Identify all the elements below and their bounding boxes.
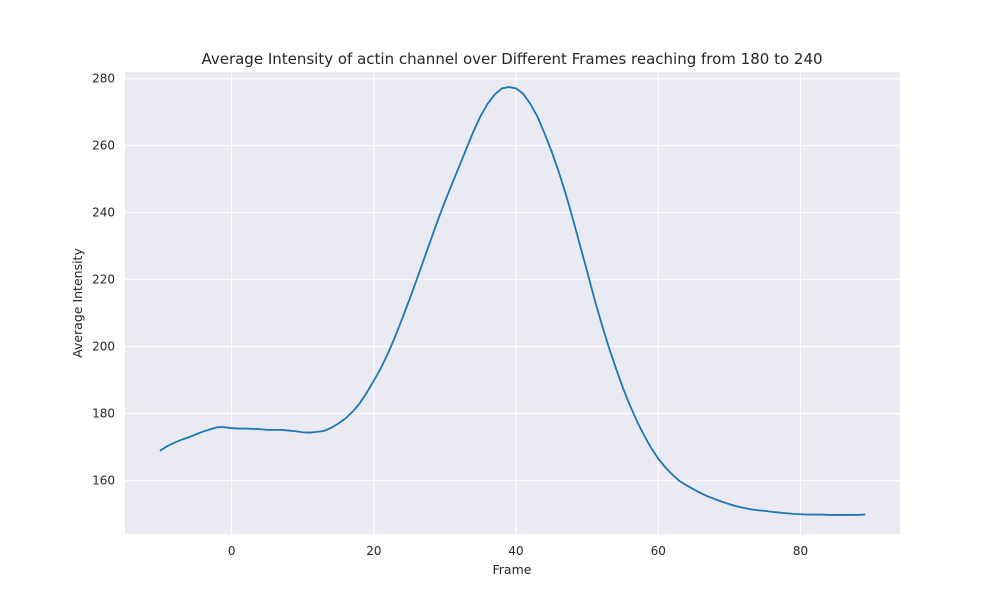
chart-title: Average Intensity of actin channel over … xyxy=(201,50,822,68)
x-tick-label: 20 xyxy=(366,544,381,558)
y-tick-label: 160 xyxy=(92,473,115,487)
y-axis-label: Average Intensity xyxy=(70,248,85,358)
x-tick-labels: 0 20 40 60 80 xyxy=(228,544,808,558)
x-tick-label: 0 xyxy=(228,544,236,558)
plot-area xyxy=(125,72,900,534)
y-tick-label: 240 xyxy=(92,206,115,220)
x-tick-label: 40 xyxy=(508,544,523,558)
series-line xyxy=(159,86,866,516)
x-tick-label: 60 xyxy=(651,544,666,558)
y-tick-label: 260 xyxy=(92,139,115,153)
y-gridlines xyxy=(125,78,900,481)
x-gridlines xyxy=(231,72,801,534)
x-axis-label: Frame xyxy=(493,562,532,577)
x-tick-label: 80 xyxy=(793,544,808,558)
y-tick-label: 200 xyxy=(92,340,115,354)
y-tick-label: 180 xyxy=(92,406,115,420)
y-tick-label: 220 xyxy=(92,273,115,287)
y-tick-labels: 160 180 200 220 240 260 280 xyxy=(92,72,115,488)
y-tick-label: 280 xyxy=(92,72,115,86)
